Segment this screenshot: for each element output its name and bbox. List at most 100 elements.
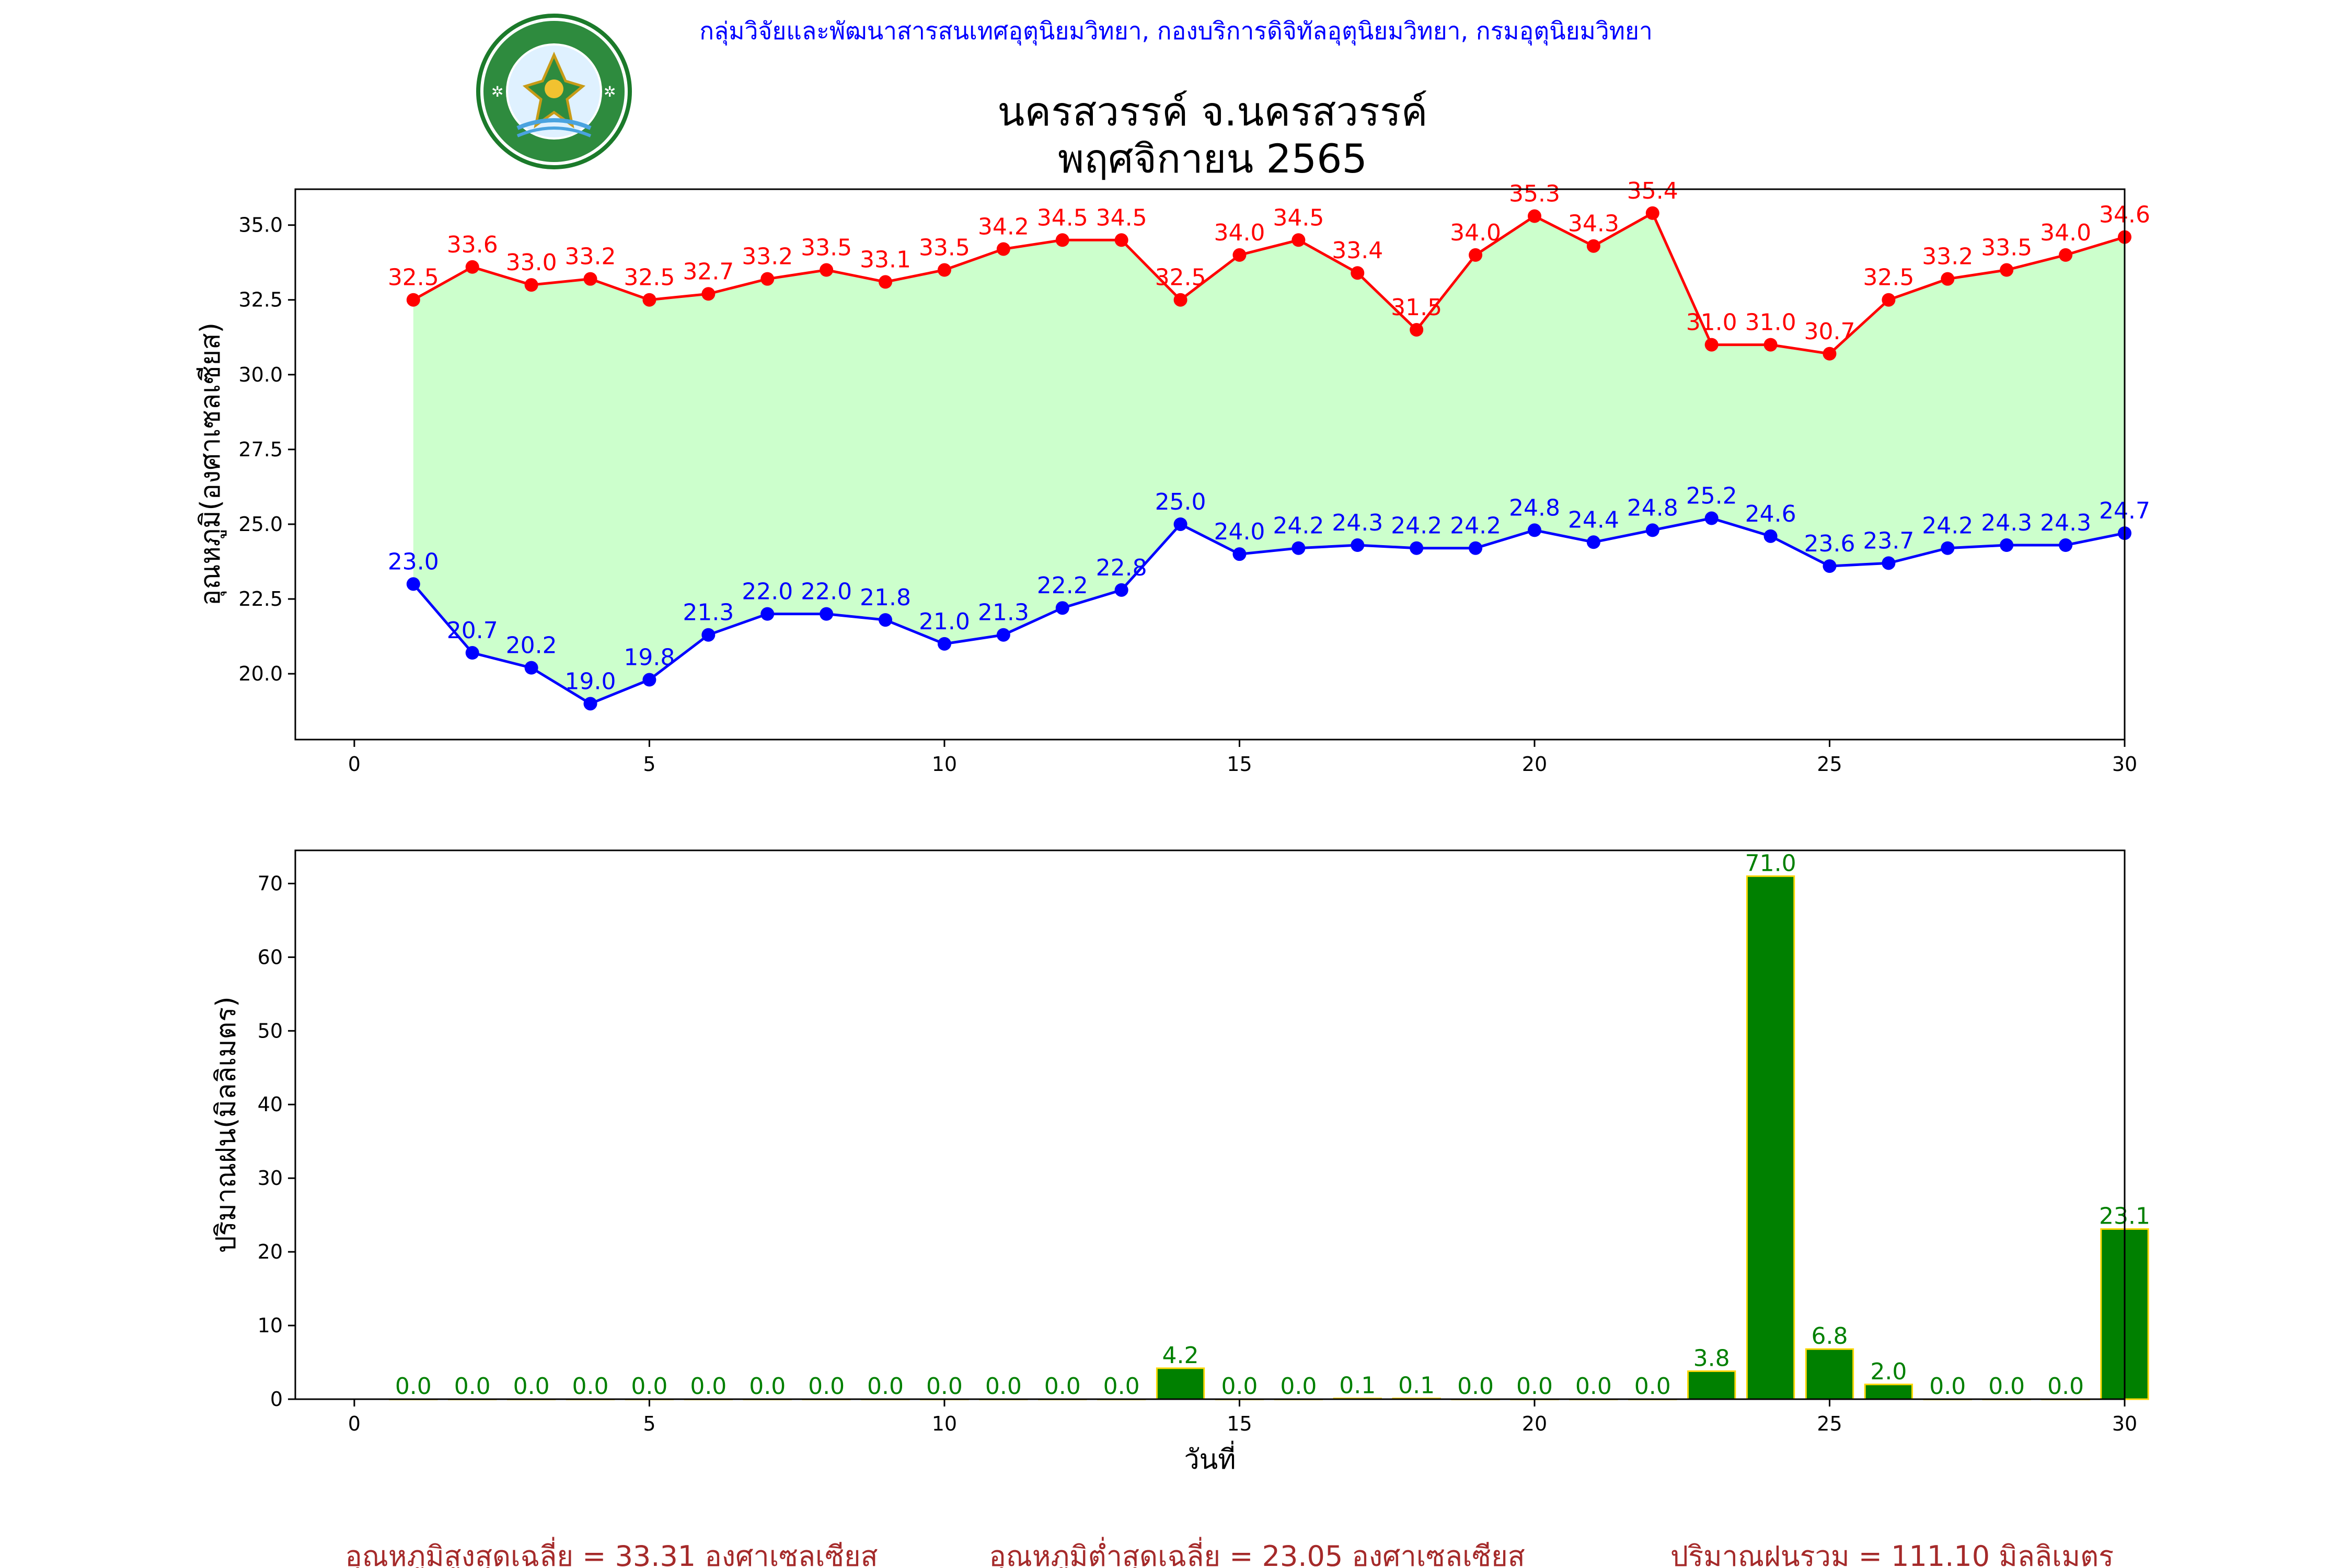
max-temp-point xyxy=(1173,293,1187,307)
y-tick-label: 0 xyxy=(270,1388,283,1411)
max-temp-point xyxy=(465,260,479,274)
min-temp-label: 24.2 xyxy=(1273,513,1324,539)
x-tick-label: 10 xyxy=(932,753,957,776)
min-temp-point xyxy=(820,607,834,621)
max-temp-point xyxy=(937,263,951,277)
min-temp-label: 21.3 xyxy=(683,599,734,626)
y-tick-label: 27.5 xyxy=(238,438,283,461)
y-tick-label: 20 xyxy=(258,1240,283,1263)
max-temp-label: 34.0 xyxy=(1214,220,1265,246)
min-temp-point xyxy=(1410,541,1424,555)
max-temp-label: 33.2 xyxy=(565,244,616,270)
min-temp-label: 22.2 xyxy=(1037,572,1088,599)
rain-bar xyxy=(1746,875,1795,1400)
min-temp-label: 22.8 xyxy=(1096,555,1147,581)
max-temp-label: 33.4 xyxy=(1332,237,1383,264)
min-temp-point xyxy=(1527,523,1541,537)
max-temp-label: 33.5 xyxy=(919,235,970,261)
rain-value-label: 0.0 xyxy=(690,1373,727,1400)
max-temp-label: 34.0 xyxy=(1450,220,1501,246)
rain-value-label: 0.0 xyxy=(1457,1373,1494,1400)
chart-title-period: พฤศจิกายน 2565 xyxy=(1058,135,1367,182)
svg-text:✲: ✲ xyxy=(604,83,616,100)
rain-value-label: 0.0 xyxy=(985,1373,1022,1400)
rain-value-label: 0.0 xyxy=(1221,1373,1258,1400)
x-tick-label: 5 xyxy=(643,753,655,776)
min-temp-point xyxy=(1763,529,1778,543)
y-tick-label: 25.0 xyxy=(238,513,283,536)
svg-text:✲: ✲ xyxy=(491,83,503,100)
min-temp-point xyxy=(1941,541,1955,555)
rain-value-label: 0.0 xyxy=(395,1373,432,1400)
min-temp-point xyxy=(642,673,656,687)
max-temp-point xyxy=(996,242,1010,256)
max-temp-point xyxy=(701,287,716,301)
rain-value-label: 0.0 xyxy=(1988,1373,2025,1400)
rain-bar xyxy=(1864,1383,1913,1400)
min-temp-label: 19.0 xyxy=(565,668,616,695)
y-tick-label: 30.0 xyxy=(238,363,283,386)
max-temp-point xyxy=(1469,248,1483,262)
min-temp-point xyxy=(937,637,951,651)
max-temp-label: 33.0 xyxy=(506,249,557,276)
min-temp-label: 21.3 xyxy=(978,599,1029,626)
x-tick-label: 0 xyxy=(348,753,361,776)
x-tick-label: 15 xyxy=(1227,753,1252,776)
min-temp-label: 24.4 xyxy=(1568,506,1619,533)
min-temp-label: 24.2 xyxy=(1450,513,1501,539)
min-temp-label: 23.7 xyxy=(1863,527,1914,554)
y-tick-label: 32.5 xyxy=(238,289,283,312)
rain-value-label: 71.0 xyxy=(1745,850,1796,877)
min-temp-point xyxy=(2059,538,2073,552)
x-tick-label: 15 xyxy=(1227,1412,1252,1435)
rain-value-label: 0.1 xyxy=(1339,1373,1376,1399)
min-temp-point xyxy=(524,661,538,675)
rain-value-label: 0.0 xyxy=(749,1373,786,1400)
min-temp-point xyxy=(1055,601,1069,615)
min-temp-point xyxy=(406,577,420,591)
max-temp-label: 33.6 xyxy=(447,232,498,258)
max-temp-label: 32.7 xyxy=(683,258,734,285)
max-temp-point xyxy=(1527,209,1541,223)
max-temp-point xyxy=(1114,233,1128,247)
rain-value-label: 0.0 xyxy=(1929,1373,1966,1400)
max-temp-point xyxy=(642,293,656,307)
rain-value-label: 0.0 xyxy=(1516,1373,1553,1400)
meteorological-department-logo: ✲ ✲ xyxy=(476,14,632,169)
max-temp-point xyxy=(760,272,775,286)
rainfall-plot: 0.0 0.0 0.0 0.0 0.0 0.0 0.0 0.0 0.0 0.0 0.0 0.0 0.0 4… xyxy=(258,849,2150,1435)
footer-avg-min: อุณหภูมิต่ำสุดเฉลี่ย = 23.05 องศาเซลเซีย… xyxy=(989,1537,1525,1568)
max-temp-label: 32.5 xyxy=(1155,264,1206,291)
max-temp-point xyxy=(1763,338,1778,352)
max-temperature-line xyxy=(412,211,2125,355)
max-temp-label: 32.5 xyxy=(1863,264,1914,291)
min-temp-point xyxy=(1232,547,1247,561)
rainfall-plot-frame xyxy=(294,849,2126,1400)
max-temp-point xyxy=(1823,347,1837,361)
min-temp-label: 24.8 xyxy=(1509,494,1560,521)
min-temp-point xyxy=(879,613,893,627)
min-temp-point xyxy=(996,628,1010,642)
organization-header: กลุ่มวิจัยและพัฒนาสารสนเทศอุตุนิยมวิทยา,… xyxy=(699,17,1653,46)
min-temp-point xyxy=(1823,559,1837,573)
rain-value-label: 0.0 xyxy=(631,1373,667,1400)
x-tick-label: 10 xyxy=(932,1412,957,1435)
max-temp-point xyxy=(524,278,538,292)
rain-value-label: 0.0 xyxy=(1103,1373,1140,1400)
y-tick-label: 70 xyxy=(258,872,283,895)
min-temp-label: 22.0 xyxy=(801,579,852,605)
max-temp-label: 33.1 xyxy=(860,246,911,273)
min-temp-label: 23.0 xyxy=(388,548,439,575)
footer-total-rain: ปริมาณฝนรวม = 111.10 มิลลิเมตร xyxy=(1670,1540,2114,1568)
max-temp-point xyxy=(406,293,420,307)
y-tick-label: 22.5 xyxy=(238,587,283,610)
max-temp-point xyxy=(2059,248,2073,262)
rain-bar xyxy=(1805,1348,1854,1400)
min-temp-point xyxy=(1292,541,1306,555)
x-tick-label: 20 xyxy=(1522,1412,1547,1435)
max-temp-label: 31.5 xyxy=(1391,294,1442,321)
min-temp-point xyxy=(2000,538,2014,552)
x-tick-label: 20 xyxy=(1522,753,1547,776)
max-temp-point xyxy=(1351,266,1365,280)
